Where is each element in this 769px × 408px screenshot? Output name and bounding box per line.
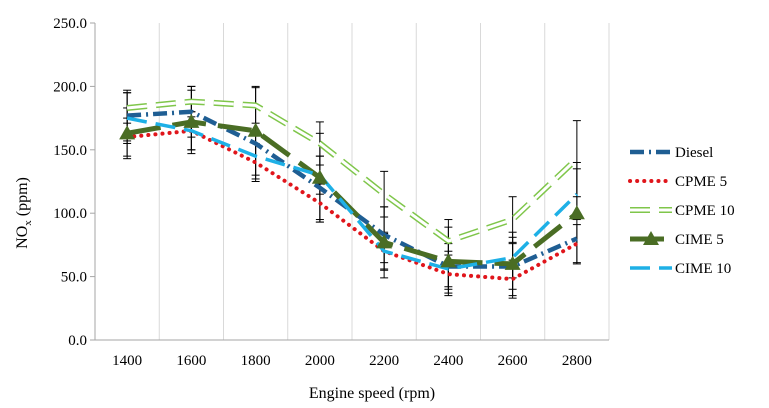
data-point-cime-5 — [440, 253, 457, 268]
svg-text:NOx (ppm): NOx (ppm) — [14, 177, 34, 249]
x-tick-label: 1400 — [112, 353, 142, 369]
x-axis: 1400 1600 1800 2000 2200 2400 2600 2800 — [95, 339, 609, 369]
x-tick-label: 2000 — [305, 353, 335, 369]
x-tick-label: 2600 — [498, 353, 528, 369]
y-axis: 0.0 50.0 100.0 150.0 200.0 250.0 — [53, 16, 96, 349]
plot-grid — [94, 23, 610, 340]
y-axis-title: NOx (ppm) — [14, 177, 34, 249]
x-tick-label: 2400 — [433, 353, 463, 369]
y-axis-title-main: NO — [14, 226, 31, 249]
series-line-cime-10 — [126, 116, 579, 271]
y-tick-label: 100.0 — [53, 206, 87, 222]
x-tick-label: 1600 — [176, 353, 206, 369]
data-point-cime-5 — [311, 169, 328, 184]
data-point-cime-5 — [247, 122, 264, 137]
x-tick-label: 1800 — [241, 353, 271, 369]
series-markers — [119, 113, 585, 270]
data-point-cime-5 — [119, 125, 136, 140]
series-line-cime-5 — [126, 119, 579, 267]
y-tick-label: 250.0 — [53, 16, 87, 32]
data-point-cime-5 — [504, 255, 521, 270]
y-tick-label: 200.0 — [53, 79, 87, 95]
legend-label-cpme-5: CPME 5 — [675, 174, 727, 190]
data-point-cime-5 — [376, 234, 393, 249]
x-axis-title: Engine speed (rpm) — [309, 385, 435, 402]
data-point-cime-5 — [568, 205, 585, 220]
y-tick-label: 50.0 — [61, 270, 87, 286]
y-axis-title-tail: (ppm) — [14, 177, 31, 220]
y-tick-label: 150.0 — [53, 143, 87, 159]
series-line-cpme-10-inner — [126, 100, 578, 243]
x-tick-label: 2200 — [369, 353, 399, 369]
data-point-cime-5 — [183, 113, 200, 128]
legend-label-cime-5: CIME 5 — [675, 232, 724, 248]
legend-marker-cime-5 — [643, 231, 659, 245]
legend: Diesel CPME 5 CPME 10 CIME 5 CIME 10 — [628, 145, 735, 277]
legend-label-diesel: Diesel — [675, 145, 713, 161]
legend-label-cime-10: CIME 10 — [675, 261, 731, 277]
x-tick-label: 2800 — [562, 353, 592, 369]
legend-label-cpme-10: CPME 10 — [675, 203, 735, 219]
series-lines — [125, 98, 579, 282]
y-tick-label: 0.0 — [68, 333, 87, 349]
y-axis-title-sub: x — [22, 220, 34, 226]
